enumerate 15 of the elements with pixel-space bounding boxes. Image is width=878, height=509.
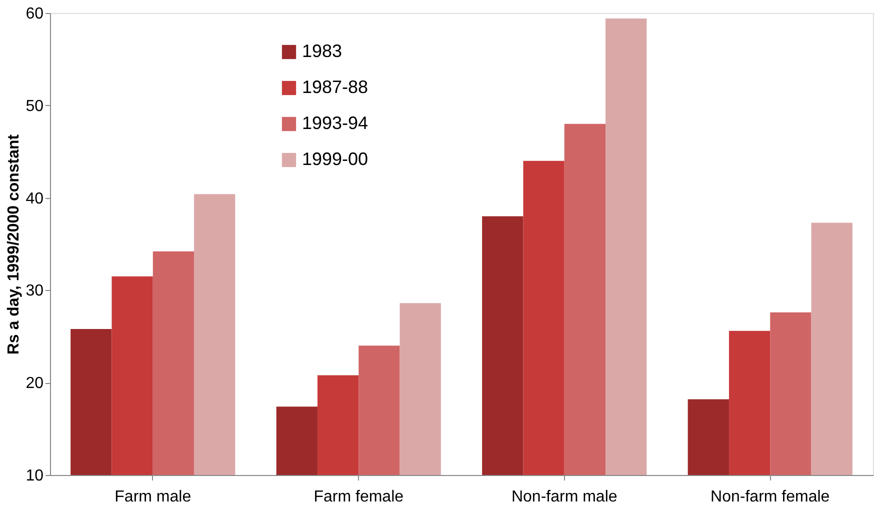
y-tick-label: 60 bbox=[26, 6, 44, 22]
y-axis-title: Rs a day, 1999/2000 constant bbox=[6, 134, 23, 355]
y-tick-label: 20 bbox=[26, 375, 44, 392]
legend-label: 1983 bbox=[302, 41, 342, 61]
legend-label: 1999-00 bbox=[302, 149, 368, 169]
x-tick-label: Farm male bbox=[114, 488, 192, 506]
x-tick-label: Non-farm male bbox=[511, 488, 618, 506]
x-tick-label: Non-farm female bbox=[710, 488, 830, 506]
y-tick-label: 50 bbox=[26, 98, 44, 115]
y-tick-label: 30 bbox=[26, 282, 44, 300]
legend-label: 1987-88 bbox=[302, 77, 368, 97]
y-tick-label: 10 bbox=[26, 468, 44, 484]
x-tick-label: Farm female bbox=[314, 488, 404, 506]
legend-label: 1993-94 bbox=[302, 113, 368, 133]
y-tick-label: 40 bbox=[26, 190, 44, 208]
